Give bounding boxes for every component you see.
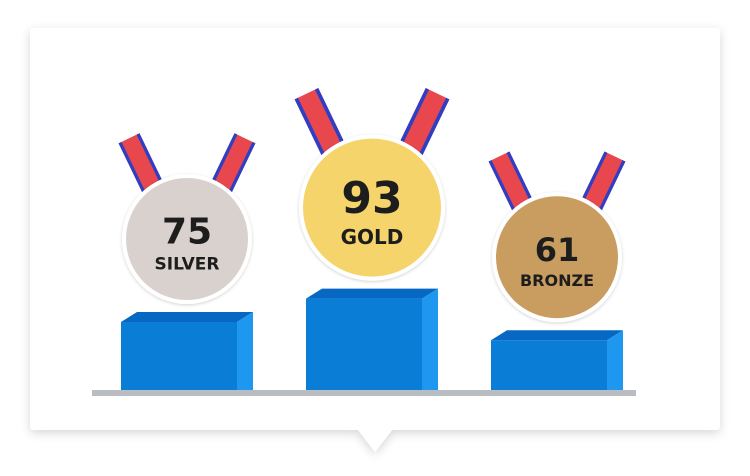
podium-bar-front xyxy=(491,340,607,390)
podium-bar-front xyxy=(121,322,237,390)
medal-label: SILVER xyxy=(155,255,220,275)
podium-bar-top xyxy=(306,288,438,299)
podium-bar-front xyxy=(306,298,422,390)
medal-bronze: 61 BRONZE xyxy=(488,151,626,323)
medal-disc xyxy=(126,178,248,300)
medal-value: 93 xyxy=(341,173,402,224)
podium-bar-top xyxy=(121,312,253,322)
medal-label: BRONZE xyxy=(520,271,594,290)
medal-disc xyxy=(496,196,618,319)
podium-bar-side xyxy=(237,312,253,390)
podium-bar-side xyxy=(422,288,438,390)
medal-value: 61 xyxy=(535,231,580,269)
podium-bar-silver xyxy=(121,312,253,390)
podium-bar-side xyxy=(607,330,623,390)
bars-layer xyxy=(121,288,623,390)
podium-bar-gold xyxy=(306,288,438,390)
medal-value: 75 xyxy=(162,211,212,252)
podium-bar-bronze xyxy=(491,330,623,390)
medal-label: GOLD xyxy=(341,225,404,249)
podium-bar-top xyxy=(491,330,623,341)
medal-disc xyxy=(303,138,441,277)
medal-silver: 75 SILVER xyxy=(118,133,256,304)
podium-baseline xyxy=(92,390,636,396)
